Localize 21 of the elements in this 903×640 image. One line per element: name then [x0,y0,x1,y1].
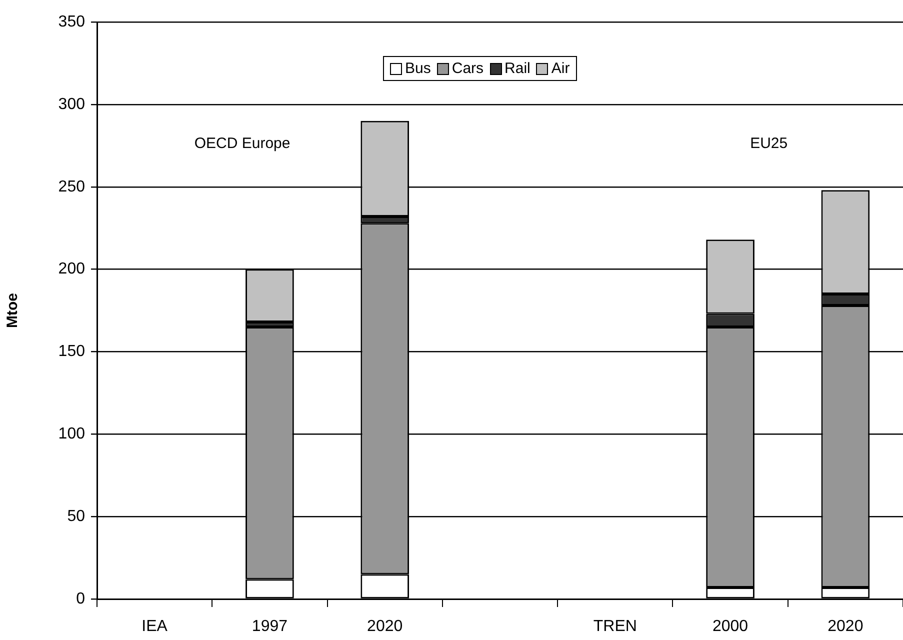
x-tick-label: 1997 [252,618,288,636]
y-tick-label: 350 [58,13,86,30]
x-tick-label: TREN [593,618,637,636]
x-tick-label: 2000 [712,618,748,636]
y-tick-label: 300 [58,96,86,113]
legend-label: Air [551,60,570,77]
x-tick-label: 2020 [367,618,403,636]
legend-label: Bus [405,60,431,77]
x-tick-label: IEA [142,618,168,636]
annotation: EU25 [750,135,788,152]
x-tick-label: 2020 [828,618,864,636]
y-tick-label: 0 [76,590,86,608]
y-axis-title: Mtoe [4,293,22,328]
legend-label: Cars [452,60,484,77]
y-tick-label: 100 [58,426,86,443]
y-tick-label: 150 [58,343,86,360]
y-tick-label: 250 [58,178,86,196]
y-tick-label: 200 [58,260,86,278]
legend-label: Rail [504,60,530,77]
annotation: OECD Europe [194,135,290,152]
y-tick-label: 50 [67,508,86,525]
